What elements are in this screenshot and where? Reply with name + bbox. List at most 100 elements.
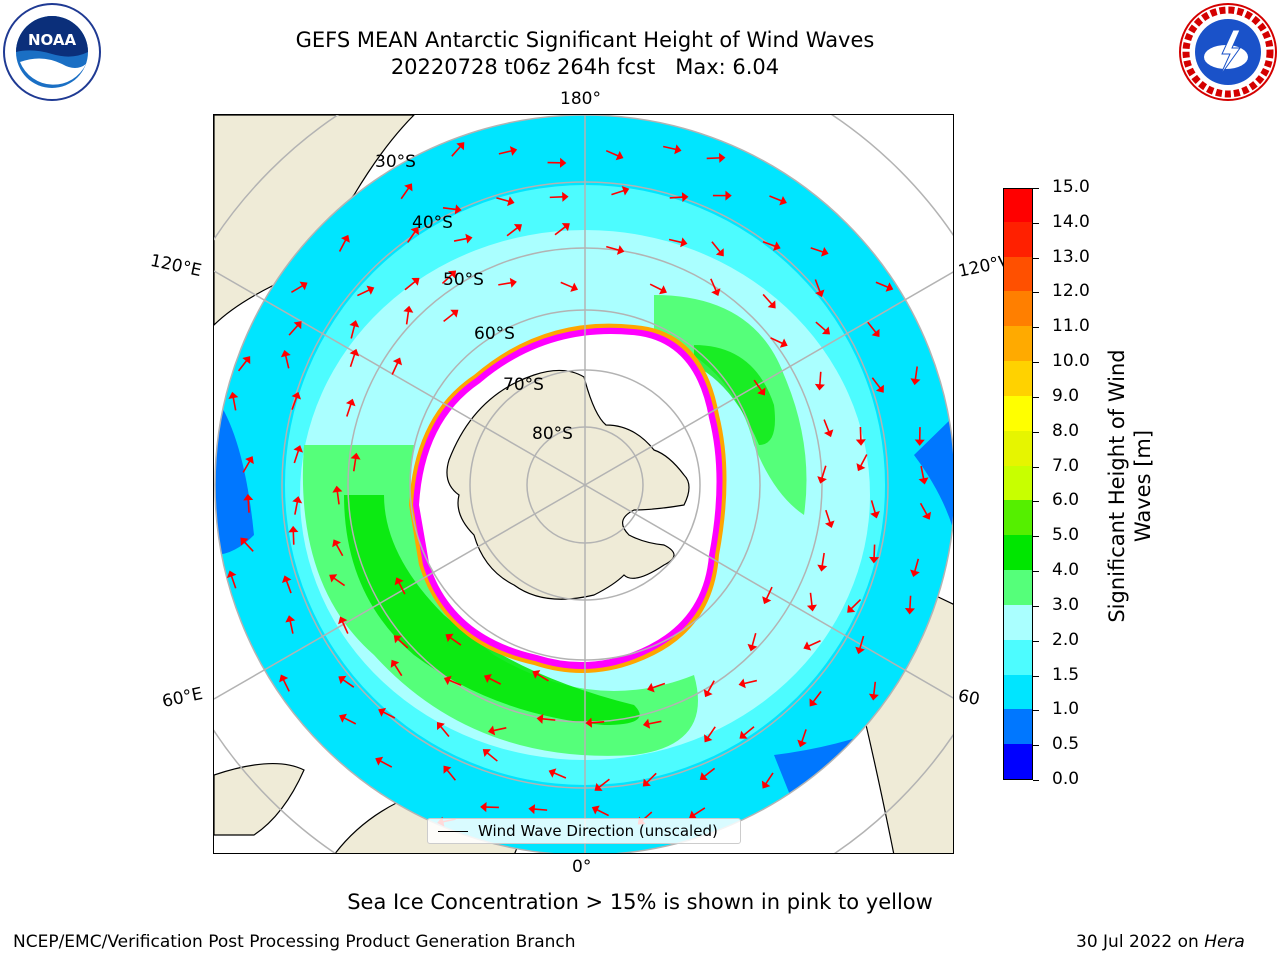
- wind-wave-arrowhead: [642, 778, 651, 787]
- colorbar-tick-label: 10.0: [1052, 351, 1090, 372]
- wind-wave-arrow: [442, 206, 456, 211]
- wind-wave-arrowhead: [681, 192, 689, 203]
- wind-wave-arrow: [819, 371, 822, 385]
- lon-label-120e: 120°E: [148, 250, 204, 282]
- wind-wave-arrow: [346, 403, 352, 417]
- wind-wave-arrow: [488, 677, 502, 685]
- wind-wave-arrowhead: [375, 756, 384, 766]
- wind-wave-arrow: [534, 808, 548, 811]
- lon-label-60e: 60°E: [160, 683, 205, 713]
- wind-wave-arrow: [404, 280, 416, 291]
- colorbar-segment: [1004, 639, 1032, 675]
- footer-model: Hera: [1204, 932, 1245, 952]
- wind-wave-arrow: [648, 720, 662, 725]
- wind-wave-arrowhead: [456, 142, 465, 151]
- colorbar-tick-label: 9.0: [1052, 385, 1080, 406]
- wind-wave-arrowhead: [814, 383, 825, 391]
- wind-wave-arrowhead: [280, 350, 291, 358]
- wind-wave-arrow: [605, 149, 619, 157]
- wind-wave-arrow: [825, 509, 831, 523]
- wind-wave-arrowhead: [279, 674, 289, 683]
- colorbar-tick: [1033, 327, 1039, 329]
- wind-wave-arrowhead: [922, 511, 932, 520]
- wind-wave-arrow: [871, 377, 881, 389]
- wind-wave-arrowhead: [240, 537, 249, 546]
- wind-wave-arrow: [706, 157, 720, 160]
- wind-wave-arrowhead: [591, 805, 600, 815]
- land-antarctica: [446, 369, 690, 600]
- wind-wave-arrowhead: [910, 569, 920, 577]
- colorbar-segment: [1004, 569, 1032, 605]
- colorbar-tick-label: 12.0: [1052, 281, 1090, 302]
- wind-wave-arrow: [875, 281, 889, 288]
- wind-wave-arrowhead: [548, 768, 557, 778]
- colorbar-tick: [1033, 710, 1039, 712]
- wind-wave-arrow: [349, 354, 356, 367]
- wind-wave-arrowhead: [674, 144, 682, 155]
- land-africa: [214, 763, 305, 836]
- wind-wave-arrow: [289, 620, 294, 634]
- wind-wave-arrowhead: [871, 328, 880, 337]
- wind-wave-arrowhead: [404, 183, 413, 192]
- wind-wave-arrowhead: [243, 493, 254, 501]
- colorbar-tick: [1033, 605, 1039, 607]
- wind-wave-arrow: [247, 499, 250, 513]
- wind-wave-arrow: [333, 577, 346, 587]
- wind-wave-arrow: [662, 145, 677, 151]
- wind-wave-arrowhead: [291, 391, 302, 400]
- wave-band-green-3: [654, 295, 807, 515]
- wind-wave-arrowhead: [779, 195, 787, 206]
- wind-wave-arrow: [810, 247, 824, 253]
- wind-wave-arrowhead: [739, 730, 748, 739]
- wind-wave-arrow: [770, 337, 783, 345]
- wind-wave-arrow: [703, 767, 716, 778]
- wind-wave-arrowhead: [704, 734, 713, 743]
- wind-wave-arrowhead: [293, 321, 302, 330]
- wind-wave-arrow: [821, 465, 827, 479]
- wind-wave-arrow: [542, 718, 556, 721]
- sea-ice-note: Sea Ice Concentration > 15% is shown in …: [347, 890, 933, 914]
- wind-wave-arrowhead: [507, 196, 515, 207]
- wind-wave-arrowhead: [918, 477, 929, 485]
- colorbar-segment: [1004, 290, 1032, 327]
- wind-wave-arrow: [554, 226, 566, 236]
- colorbar-tick-label: 2.0: [1052, 629, 1080, 650]
- wind-wave-arrow: [859, 635, 865, 649]
- wind-wave-arrow: [808, 640, 821, 647]
- wind-wave-arrowhead: [528, 804, 536, 815]
- wind-wave-arrow: [391, 362, 399, 375]
- wind-wave-arrowhead: [392, 357, 403, 366]
- wind-wave-arrowhead: [340, 234, 350, 243]
- wind-wave-arrow: [914, 558, 920, 572]
- colorbar-tick-label: 7.0: [1052, 455, 1080, 476]
- wind-wave-arrow: [560, 281, 574, 289]
- wind-wave-arrowhead: [411, 277, 420, 286]
- wind-wave-arrow: [859, 454, 868, 467]
- colorbar-tick-label: 8.0: [1052, 420, 1080, 441]
- wind-wave-arrowhead: [338, 675, 347, 685]
- wind-wave-arrow: [668, 238, 682, 244]
- colorbar-tick-label: 14.0: [1052, 211, 1090, 232]
- colorbar-tick: [1033, 431, 1039, 433]
- wave-band-green: [302, 445, 698, 756]
- wind-wave-arrowhead: [561, 223, 570, 232]
- wind-wave-arrow: [232, 397, 237, 411]
- lon-label-60w: 60°W: [956, 685, 982, 711]
- wind-wave-arrowhead: [350, 452, 361, 460]
- lat-label-60s: 60°S: [474, 324, 515, 344]
- wind-wave-arrowhead: [403, 305, 414, 313]
- wind-wave-arrowhead: [904, 607, 915, 615]
- wind-wave-arrow: [765, 772, 774, 785]
- wind-wave-arrow: [549, 196, 563, 199]
- wind-wave-arrowhead: [621, 185, 630, 196]
- wind-wave-arrowhead: [436, 722, 445, 731]
- lat-label-40s: 40°S: [412, 213, 453, 233]
- wind-wave-arrow: [440, 726, 450, 738]
- wind-wave-arrowhead: [809, 698, 818, 707]
- colorbar-tick-label: 15.0: [1052, 177, 1090, 197]
- colorbar-tick-label: 0.5: [1052, 734, 1080, 755]
- wind-wave-arrow: [400, 187, 410, 200]
- wind-wave-arrow: [449, 636, 462, 646]
- wind-wave-arrowhead: [856, 463, 866, 472]
- wind-wave-arrow: [294, 501, 299, 515]
